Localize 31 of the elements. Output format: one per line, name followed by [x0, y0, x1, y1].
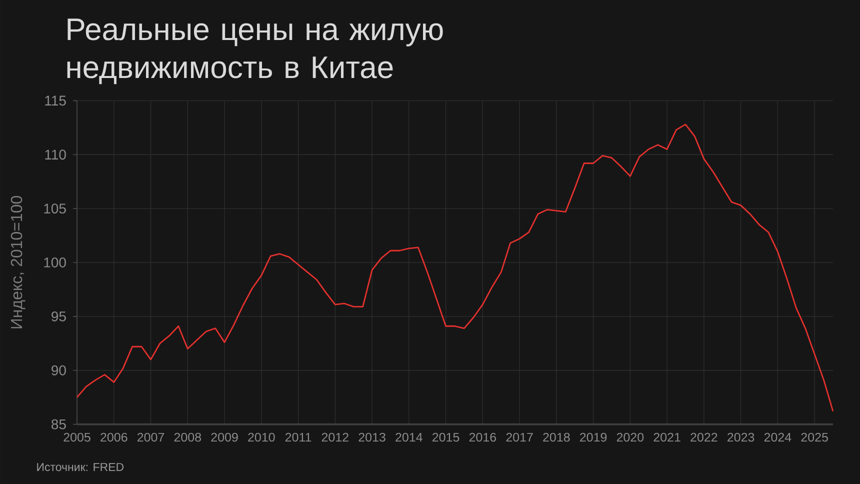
x-tick-label: 2014 — [396, 432, 422, 442]
x-tick-label: 2025 — [801, 432, 828, 442]
x-tick-label: 2007 — [137, 432, 164, 442]
x-tick-label: 2018 — [543, 432, 570, 442]
x-tick-label: 2020 — [616, 432, 644, 442]
text: Источник: FRED — [37, 463, 124, 472]
x-tick-label: 2016 — [469, 432, 496, 442]
chart-title: Реальные цены на жилую недвижимость в Китае — [67, 18, 443, 84]
x-tick-label: 2012 — [322, 432, 348, 442]
x-tick-label: 2017 — [506, 432, 533, 442]
x-tick-label: 2019 — [580, 432, 607, 442]
x-tick-label: 2023 — [728, 432, 754, 442]
x-tick-label: 2013 — [358, 432, 386, 442]
y-tick-label: 95 — [52, 311, 66, 322]
x-tick-label: 2024 — [764, 432, 792, 442]
y-tick-label: 85 — [52, 419, 66, 430]
y-tick-label: 105 — [44, 204, 66, 214]
x-tick-label: 2011 — [285, 432, 312, 442]
y-tick-label: 90 — [52, 365, 66, 376]
x-tick-label: 2022 — [690, 432, 718, 442]
y-axis-title: Индекс, 2010=100 — [10, 196, 26, 328]
x-tick-label: 2006 — [100, 432, 128, 442]
x-tick-label: 2021 — [654, 432, 680, 442]
x-tick-label: 2015 — [432, 432, 460, 442]
y-tick-label: 110 — [45, 150, 66, 160]
y-tick-label: 100 — [44, 258, 66, 268]
x-tick-label: 2008 — [174, 432, 201, 442]
x-tick-label: 2009 — [211, 432, 238, 442]
x-tick-label: 2005 — [64, 432, 90, 442]
y-tick-label: 115 — [45, 96, 66, 106]
x-tick-label: 2010 — [248, 432, 275, 442]
